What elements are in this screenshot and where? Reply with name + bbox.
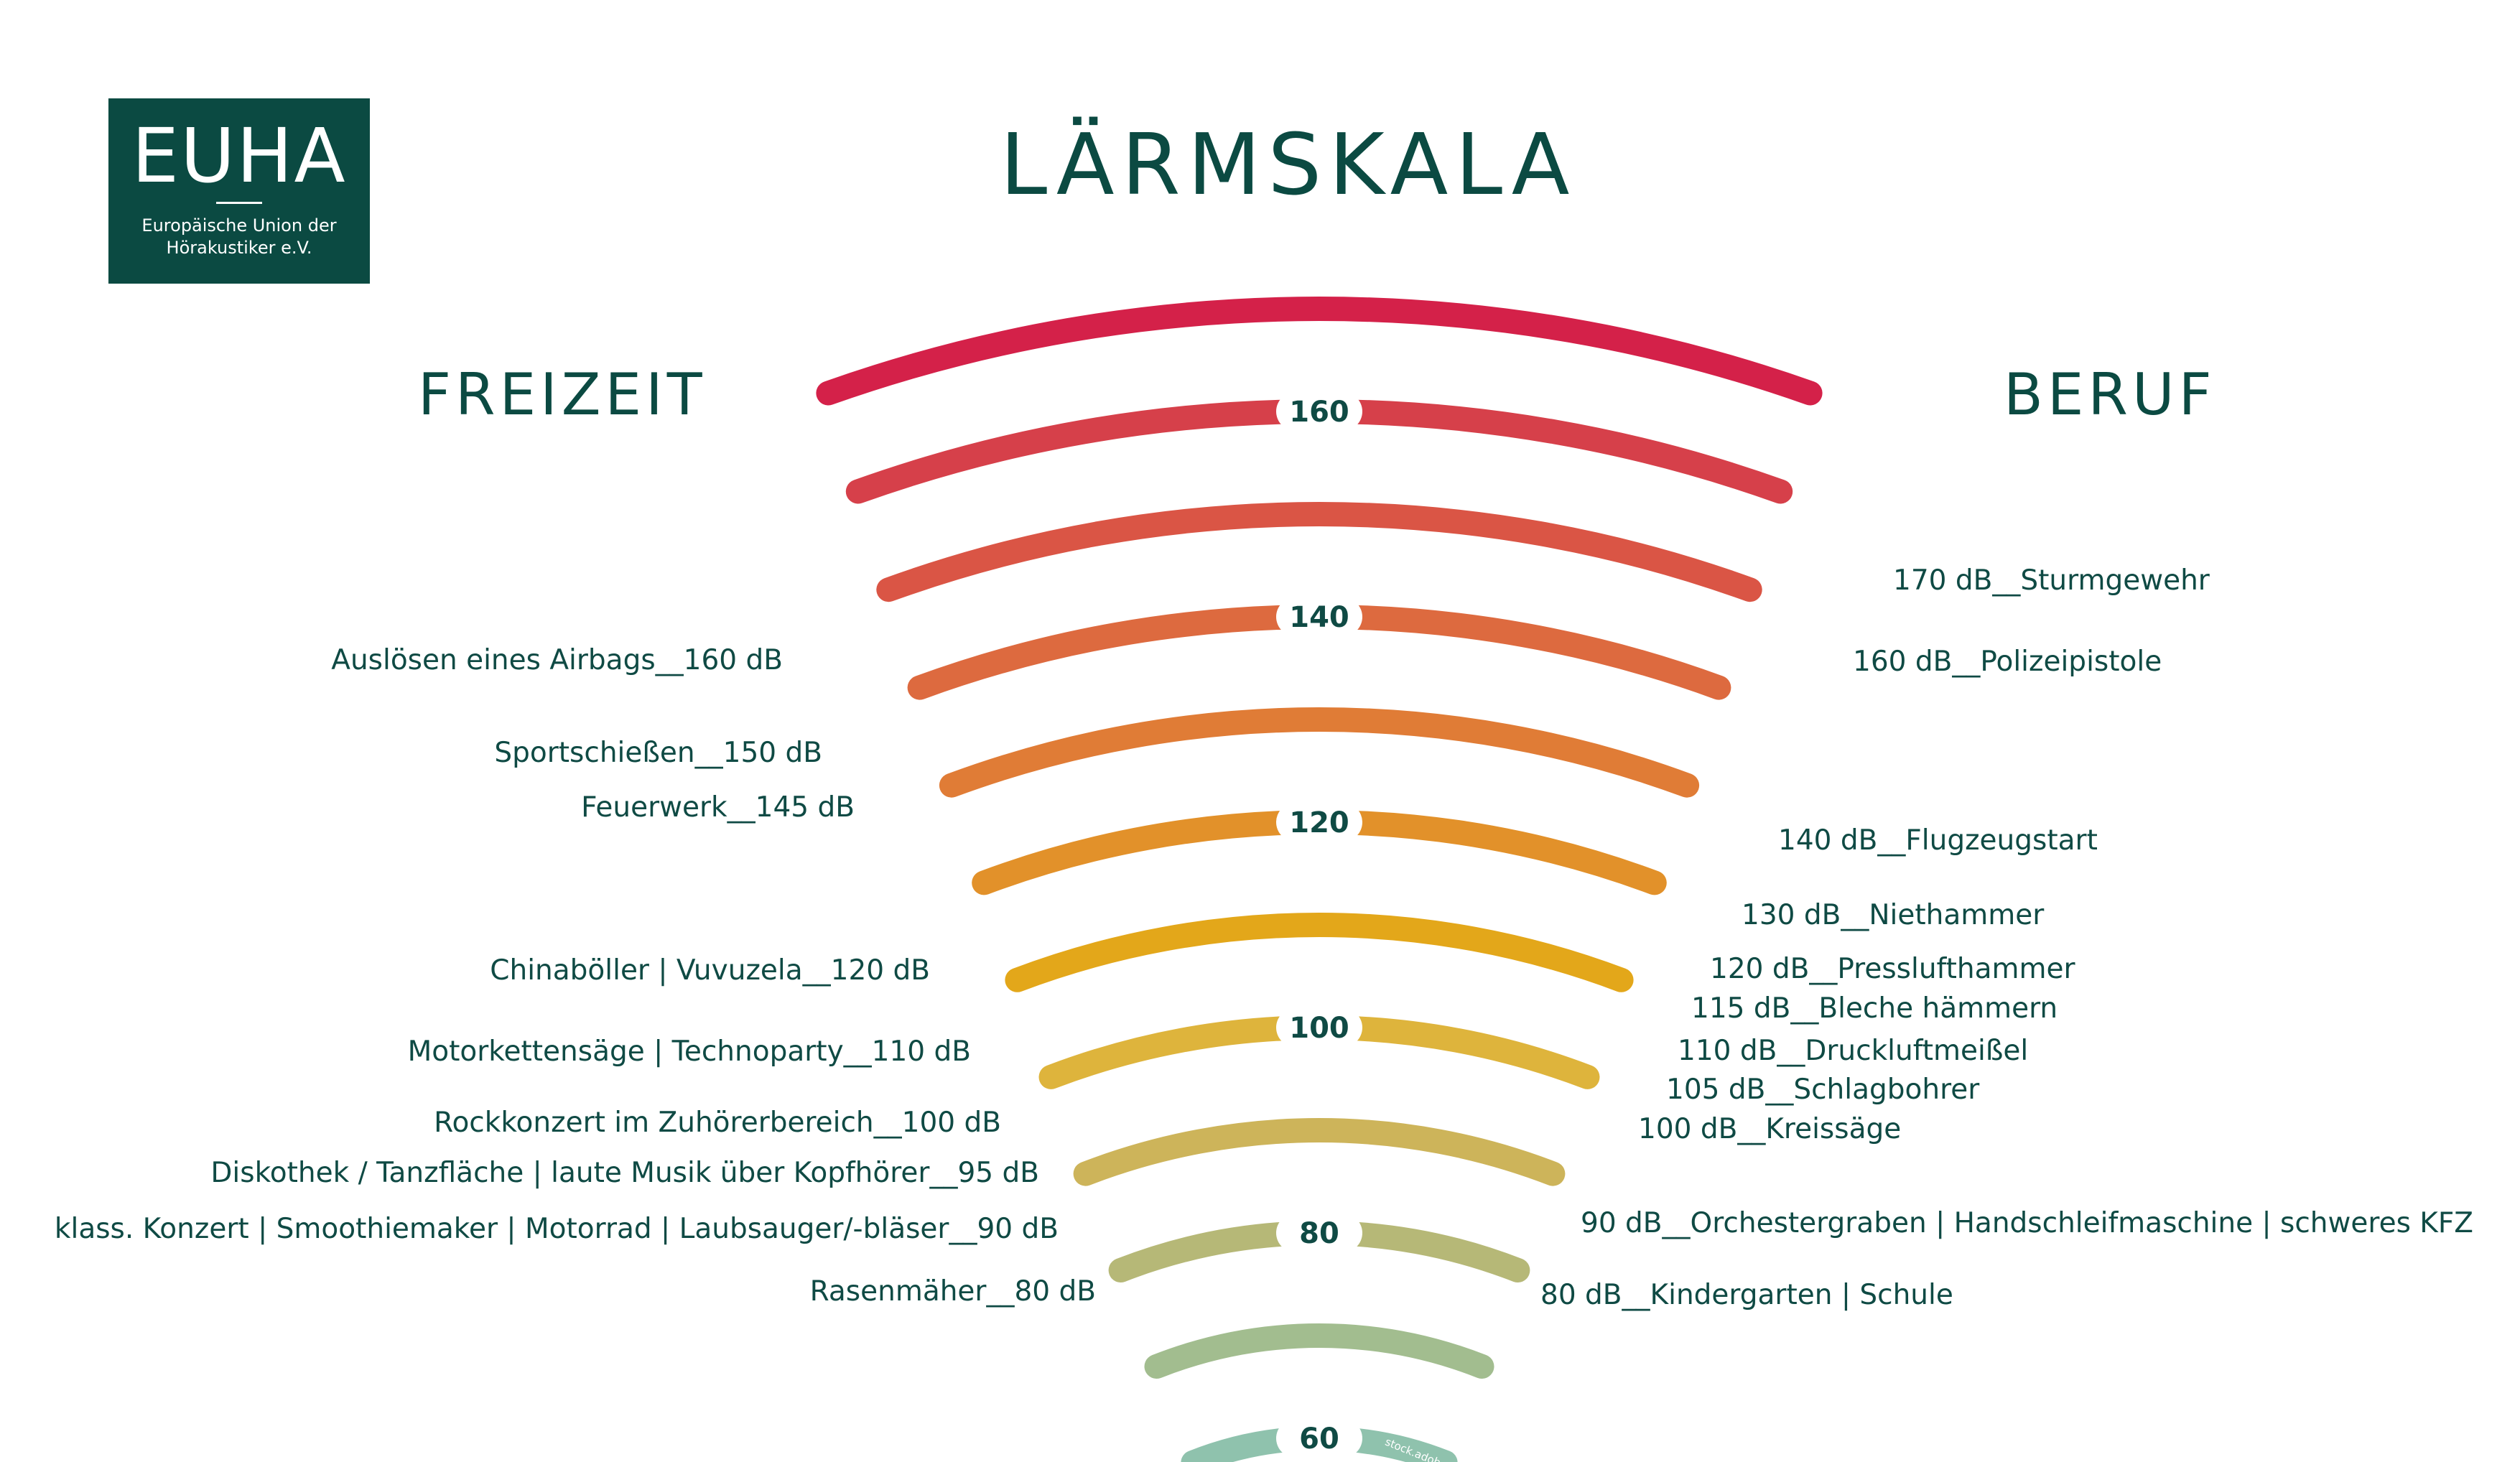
tick-label-60: 60 (1299, 1423, 1339, 1456)
right-label-group: 170 dB__Sturmgewehr 160 dB__Polizeipistol… (1540, 564, 2473, 1311)
tick-badge-100 (1276, 1008, 1362, 1047)
left-label-0: Auslösen eines Airbags__160 dB (331, 644, 783, 676)
left-label-3: Chinaböller | Vuvuzela__120 dB (490, 954, 930, 987)
tick-badge-120 (1276, 803, 1362, 842)
right-label-3: 130 dB__Niethammer (1742, 899, 2045, 931)
logo-tagline-line-1: Europäische Union der (141, 215, 337, 236)
right-label-6: 110 dB__Druckluftmeißel (1678, 1035, 2028, 1067)
left-label-2: Feuerwerk__145 dB (581, 791, 855, 824)
tick-label-160: 160 (1289, 396, 1349, 429)
tick-label-100: 100 (1289, 1012, 1349, 1045)
right-label-9: 90 dB__Orchestergraben | Handschleifmasc… (1581, 1207, 2473, 1239)
right-label-4: 120 dB__Presslufthammer (1710, 953, 2075, 985)
arc-150 (876, 502, 1762, 602)
tick-label-140: 140 (1289, 601, 1349, 634)
leisure-heading: FREIZEIT (418, 361, 707, 428)
tick-badge-60 (1276, 1419, 1362, 1458)
right-label-2: 140 dB__Flugzeugstart (1778, 824, 2098, 857)
arc-170 (816, 297, 1823, 406)
right-label-5: 115 dB__Bleche hämmern (1691, 992, 2058, 1025)
right-label-7: 105 dB__Schlagbohrer (1666, 1074, 1980, 1106)
logo-brand: EUHA (131, 112, 347, 200)
left-label-1: Sportschießen__150 dB (494, 737, 822, 769)
right-label-8: 100 dB__Kreissäge (1638, 1113, 1901, 1145)
logo-tagline-line-2: Hörakustiker e.V. (166, 238, 312, 258)
arc-70 (1144, 1323, 1494, 1379)
tick-badge-140 (1276, 597, 1362, 636)
tick-label-120: 120 (1289, 806, 1349, 839)
left-label-4: Motorkettensäge | Technoparty__110 dB (408, 1035, 971, 1068)
arc-110 (1005, 912, 1634, 992)
right-label-0: 170 dB__Sturmgewehr (1893, 564, 2210, 597)
right-label-10: 80 dB__Kindergarten | Schule (1540, 1279, 1953, 1311)
arc-130 (939, 707, 1700, 798)
left-label-5: Rockkonzert im Zuhörerbereich__100 dB (434, 1107, 1001, 1139)
page-title: LÄRMSKALA (1000, 115, 1577, 214)
tick-label-80: 80 (1299, 1217, 1339, 1250)
tick-badge-160 (1276, 392, 1362, 431)
logo-divider (216, 202, 262, 204)
left-label-7: klass. Konzert | Smoothiemaker | Motorra… (55, 1213, 1059, 1245)
left-label-group: Auslösen eines Airbags__160 dB Sportschie… (55, 644, 1096, 1308)
tick-badge-80 (1276, 1214, 1362, 1252)
left-label-8: Rasenmäher__80 dB (810, 1275, 1096, 1308)
work-heading: BERUF (2004, 361, 2216, 428)
logo-tagline: Europäische Union der Hörakustiker e.V. (116, 215, 363, 259)
arc-90 (1073, 1118, 1566, 1186)
right-label-1: 160 dB__Polizeipistole (1853, 646, 2162, 678)
left-label-6: Diskothek / Tanzfläche | laute Musik übe… (210, 1157, 1039, 1189)
euha-logo: EUHA Europäische Union der Hörakustiker … (108, 98, 370, 284)
